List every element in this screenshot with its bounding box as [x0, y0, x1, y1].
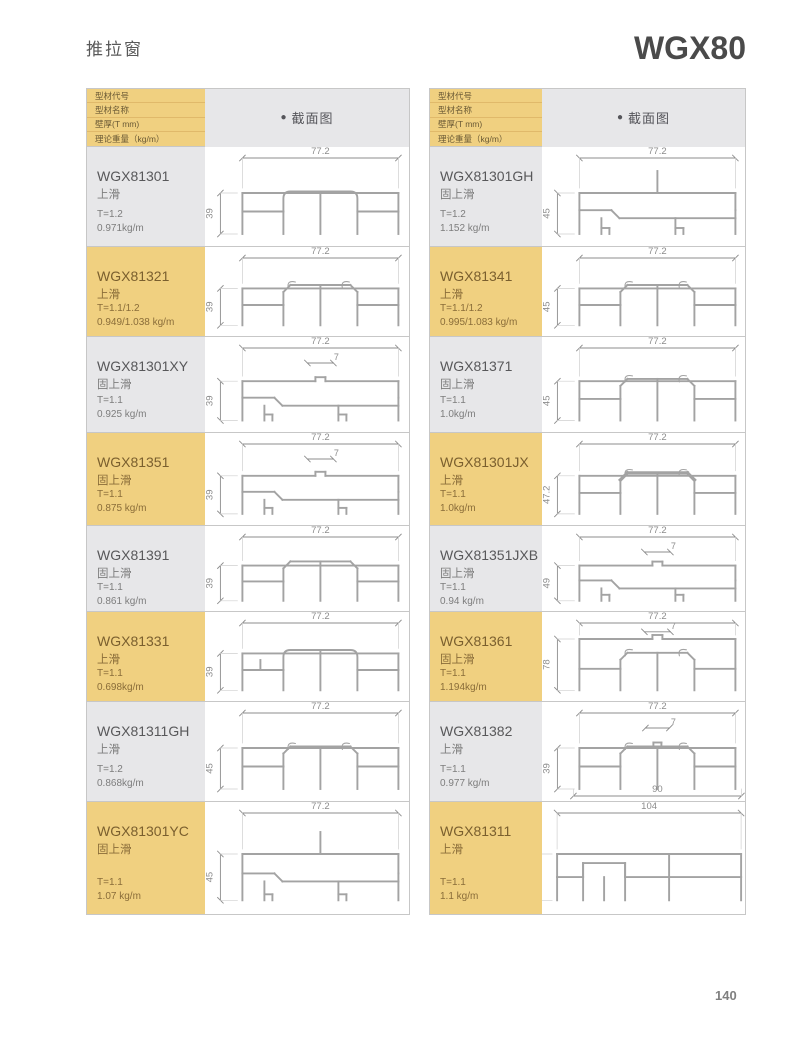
svg-text:77.2: 77.2	[311, 433, 330, 443]
svg-text:78: 78	[542, 659, 552, 670]
svg-text:45: 45	[542, 301, 552, 312]
svg-text:77.2: 77.2	[311, 337, 330, 347]
svg-text:45: 45	[542, 208, 552, 219]
svg-text:7: 7	[671, 717, 676, 727]
svg-text:77.2: 77.2	[648, 433, 667, 443]
svg-text:77.2: 77.2	[648, 526, 667, 536]
svg-text:45: 45	[205, 871, 215, 882]
svg-text:39: 39	[542, 763, 552, 774]
svg-text:49: 49	[542, 577, 552, 588]
svg-text:77.2: 77.2	[311, 147, 330, 157]
svg-text:39: 39	[205, 489, 215, 500]
svg-text:45: 45	[205, 763, 215, 774]
svg-text:7: 7	[671, 620, 676, 630]
svg-text:47.2: 47.2	[542, 485, 552, 504]
svg-text:77.2: 77.2	[648, 147, 667, 157]
svg-text:39: 39	[205, 395, 215, 406]
svg-text:104: 104	[641, 802, 657, 812]
svg-text:7: 7	[334, 448, 339, 458]
svg-text:39: 39	[205, 577, 215, 588]
svg-text:77.2: 77.2	[648, 702, 667, 712]
svg-text:77.2: 77.2	[311, 526, 330, 536]
svg-text:39: 39	[205, 301, 215, 312]
svg-text:77.2: 77.2	[648, 337, 667, 347]
svg-text:77.2: 77.2	[311, 802, 330, 812]
svg-text:77.2: 77.2	[648, 247, 667, 257]
svg-text:90: 90	[652, 784, 663, 795]
svg-text:7: 7	[671, 541, 676, 551]
svg-text:39: 39	[205, 666, 215, 677]
svg-text:77.2: 77.2	[311, 612, 330, 622]
svg-text:45: 45	[542, 395, 552, 406]
svg-text:77.2: 77.2	[648, 612, 667, 622]
svg-text:39: 39	[205, 208, 215, 219]
svg-text:7: 7	[334, 352, 339, 362]
svg-text:77.2: 77.2	[311, 702, 330, 712]
svg-text:77.2: 77.2	[311, 247, 330, 257]
